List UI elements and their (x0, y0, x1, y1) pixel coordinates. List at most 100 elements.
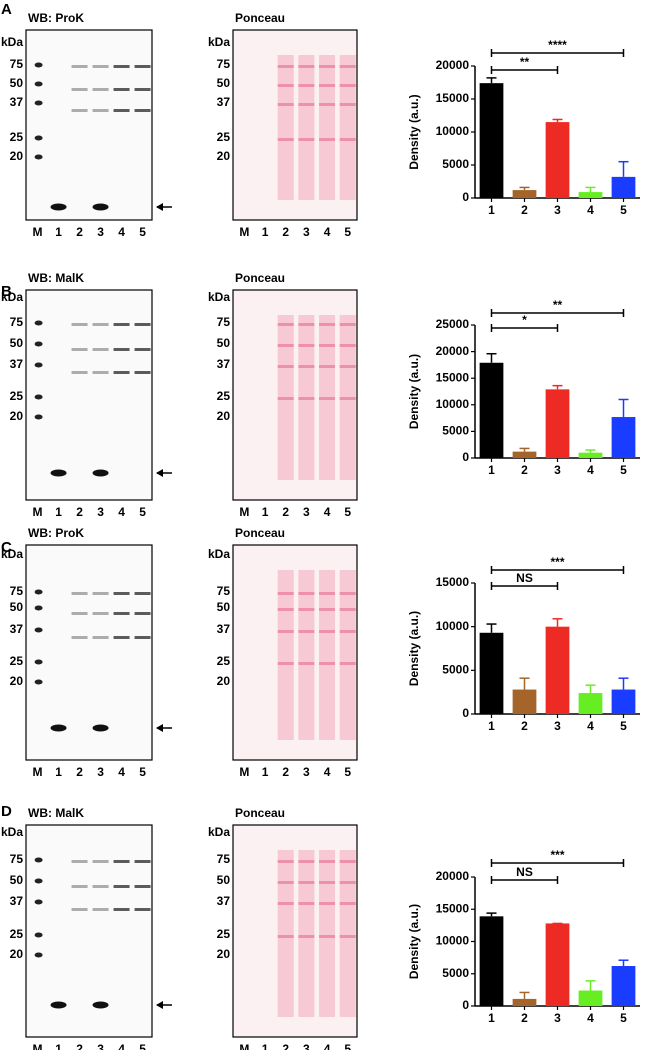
band (113, 109, 130, 112)
band (277, 881, 294, 884)
ponceau-blot: Ponceau kDa 75 50 37 25 20 M 1 2 3 4 5 (208, 526, 358, 779)
band (277, 902, 294, 905)
lane-label: 3 (97, 765, 104, 779)
band (50, 469, 67, 477)
marker-label: 25 (10, 130, 24, 144)
band (92, 469, 109, 477)
ladder-band (34, 81, 43, 87)
x-tick-label: 2 (521, 719, 528, 733)
marker-label: 50 (217, 873, 231, 887)
blot-frame (25, 289, 153, 501)
lane-stain (277, 55, 294, 200)
x-tick-label: 2 (521, 1011, 528, 1025)
band (339, 103, 356, 106)
blot-frame (232, 29, 358, 221)
lane-label: 5 (344, 765, 351, 779)
lane-label: 2 (282, 1042, 289, 1050)
y-axis-title: Density (a.u.) (407, 94, 421, 169)
y-tick-label: 10000 (436, 934, 470, 948)
band (113, 323, 130, 326)
bar-chart: Density (a.u.) 0 5000 10000 15000 20000 1 2 3 4 5 *… (407, 38, 640, 217)
lane-label: 3 (303, 1042, 310, 1050)
marker-label: 20 (217, 947, 231, 961)
y-tick-label: 10000 (436, 619, 470, 633)
bar (611, 176, 636, 198)
band (298, 84, 315, 87)
marker-label: 50 (10, 336, 24, 350)
y-tick-label: 0 (462, 190, 469, 204)
band (277, 138, 294, 141)
lane-stain (339, 850, 356, 1017)
band (277, 365, 294, 368)
panel-label: A (1, 1, 12, 18)
lane-label: M (239, 505, 249, 519)
band (339, 881, 356, 884)
blot-title: Ponceau (235, 526, 285, 540)
bar (611, 689, 636, 714)
marker-label: 37 (10, 95, 24, 109)
band (319, 323, 336, 326)
bar-chart: Density (a.u.) 0 5000 10000 15000 20000 1 2 3 4 5 N… (407, 848, 640, 1025)
band (113, 908, 130, 911)
x-tick-label: 3 (554, 203, 561, 217)
band (298, 630, 315, 633)
y-tick-label: 25000 (436, 317, 470, 331)
significance-label: **** (548, 38, 567, 52)
lane-label: 5 (139, 225, 146, 239)
lane-label: M (239, 225, 249, 239)
band (277, 860, 294, 863)
band (134, 885, 151, 888)
unit-label: kDa (1, 35, 23, 49)
lane-stain (319, 570, 336, 740)
lane-label: 1 (262, 1042, 269, 1050)
lane-label: 2 (76, 505, 83, 519)
blot-frame (25, 29, 153, 221)
x-tick-label: 4 (587, 463, 594, 477)
significance-label: * (522, 313, 527, 327)
lane-label: 3 (97, 505, 104, 519)
lane-label: 1 (262, 765, 269, 779)
x-tick-label: 2 (521, 463, 528, 477)
x-tick-label: 5 (620, 463, 627, 477)
lane-label: 5 (344, 505, 351, 519)
arrow-head (156, 1001, 163, 1009)
blot-frame (232, 544, 358, 761)
lane-label: 2 (76, 225, 83, 239)
significance-label: ** (520, 55, 530, 69)
marker-label: 50 (10, 873, 24, 887)
ladder-band (34, 394, 43, 400)
lane-label: M (33, 765, 43, 779)
bar (611, 417, 636, 458)
y-tick-label: 15000 (436, 575, 470, 589)
blot-frame (25, 544, 153, 761)
x-tick-label: 5 (620, 203, 627, 217)
band (319, 902, 336, 905)
band (113, 860, 130, 863)
ladder-band (34, 679, 43, 685)
band (71, 65, 88, 68)
band (298, 935, 315, 938)
arrow-head (156, 724, 163, 732)
western-blot: WB: MalK kDa 75 50 37 25 20 M 1 2 3 4 5 (1, 271, 172, 519)
x-tick-label: 1 (488, 719, 495, 733)
band (113, 612, 130, 615)
marker-label: 75 (217, 584, 231, 598)
y-tick-label: 5000 (442, 424, 469, 438)
band (339, 592, 356, 595)
x-tick-label: 4 (587, 719, 594, 733)
lane-label: 4 (324, 505, 331, 519)
band (339, 323, 356, 326)
marker-label: 37 (10, 622, 24, 636)
band (339, 365, 356, 368)
marker-label: 25 (10, 654, 24, 668)
panel-label: B (1, 283, 12, 300)
band (134, 860, 151, 863)
ladder-band (34, 627, 43, 633)
lane-label: 4 (324, 225, 331, 239)
marker-label: 37 (217, 622, 231, 636)
y-axis-title: Density (a.u.) (407, 354, 421, 429)
marker-label: 50 (217, 600, 231, 614)
band (298, 592, 315, 595)
arrow-head (156, 203, 163, 211)
